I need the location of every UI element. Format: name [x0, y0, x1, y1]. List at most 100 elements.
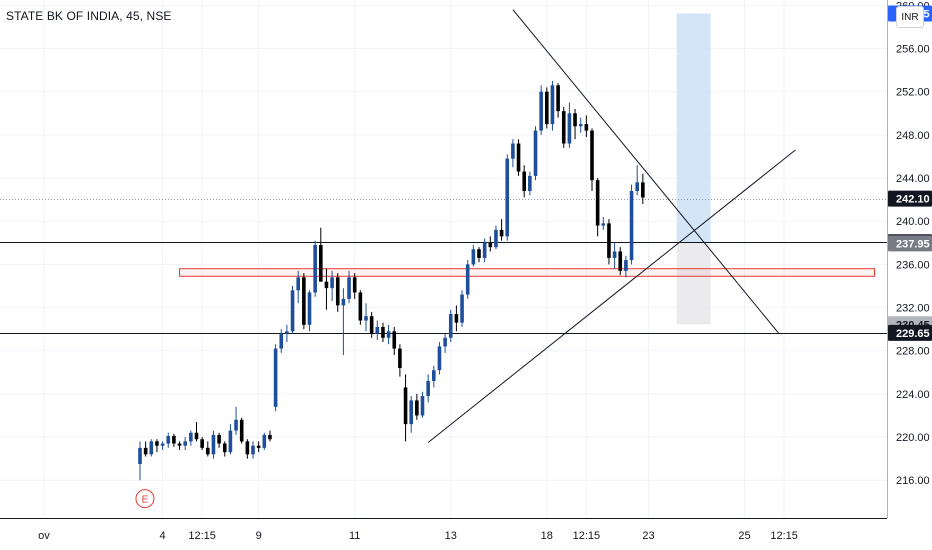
- candle-body: [189, 432, 193, 442]
- drawing-zones: [179, 13, 876, 325]
- candle-body: [595, 180, 600, 226]
- candle-body: [612, 251, 617, 258]
- candle-body: [618, 251, 623, 271]
- candle-body: [313, 244, 317, 293]
- candle-body: [375, 326, 380, 334]
- target-zone: [676, 13, 711, 244]
- candle-body: [155, 441, 159, 446]
- candle-body: [200, 439, 204, 448]
- candle-body: [330, 277, 334, 289]
- candle-body: [285, 331, 289, 334]
- candle-body: [296, 277, 300, 291]
- candle-body: [358, 292, 363, 321]
- stop-zone: [676, 243, 711, 325]
- price-tick-label: 216.00: [896, 475, 930, 487]
- candle-body: [256, 445, 261, 448]
- candle-body: [624, 260, 628, 271]
- currency-button[interactable]: INR: [896, 6, 924, 28]
- candle-body: [533, 130, 538, 176]
- candle-body: [364, 316, 368, 321]
- candle-body: [426, 380, 430, 397]
- time-tick-label: 11: [349, 530, 360, 542]
- candle-body: [499, 229, 504, 237]
- candle-body: [138, 447, 142, 465]
- candle-body: [302, 277, 306, 325]
- price-tag: [888, 324, 932, 341]
- time-tick-label: 9: [256, 530, 262, 542]
- candle-body: [443, 337, 447, 347]
- time-tick-label: 23: [642, 530, 654, 542]
- candle-body: [211, 434, 216, 455]
- candle-body: [319, 244, 323, 282]
- candle-body: [290, 290, 295, 332]
- trendline: [427, 149, 796, 443]
- time-tick-label: ov: [38, 530, 50, 542]
- candle-body: [528, 175, 532, 192]
- candle-body: [488, 242, 493, 248]
- resistance-zone: [179, 268, 876, 277]
- candle-body: [206, 447, 210, 455]
- price-tick-label: 256.00: [896, 44, 930, 56]
- candle-body: [607, 223, 611, 258]
- time-axis[interactable]: ov 4 12:15 9 11 13 18 12:15 23 25 12:15: [0, 518, 932, 550]
- candle-body: [352, 277, 357, 293]
- price-tag-label: 237.95: [896, 238, 930, 250]
- candle-body: [465, 264, 470, 295]
- candle-body: [494, 229, 498, 248]
- candle-body: [584, 124, 589, 131]
- candle-body: [545, 91, 549, 125]
- candle-body: [307, 292, 312, 325]
- grid-lines: [0, 0, 887, 518]
- candle-body: [381, 326, 385, 338]
- candle-body: [234, 419, 238, 431]
- candle-body: [432, 370, 436, 381]
- price-tick-label: 252.00: [896, 87, 930, 99]
- candle-body: [437, 346, 442, 371]
- time-tick-label: 12:15: [573, 530, 601, 542]
- time-tick-label: 18: [541, 530, 553, 542]
- candle-body: [561, 111, 566, 144]
- candle-body: [398, 348, 402, 368]
- time-tick-label: 13: [445, 530, 457, 542]
- price-tick-label: 236.00: [896, 259, 930, 271]
- time-axis-bg: [0, 518, 932, 550]
- candle-body: [177, 443, 182, 446]
- candle-body: [194, 432, 199, 440]
- price-tick-label: 224.00: [896, 389, 930, 401]
- candle-body: [460, 294, 464, 323]
- candle-body: [573, 113, 577, 127]
- candle-body: [279, 333, 284, 349]
- candle-body: [415, 400, 419, 416]
- price-tick-label: 228.00: [896, 346, 930, 358]
- candle-body: [166, 435, 171, 444]
- event-markers: E: [135, 489, 155, 509]
- time-tick-label: 4: [160, 530, 166, 542]
- candle-body: [556, 85, 560, 112]
- candle-body: [347, 277, 351, 299]
- candle-body: [172, 435, 176, 444]
- candle-body: [335, 277, 340, 306]
- trendlines: [427, 9, 796, 443]
- time-tick-label: 12:15: [188, 530, 216, 542]
- candle-body: [635, 182, 639, 192]
- candle-body: [601, 223, 606, 226]
- candle-body: [217, 434, 221, 444]
- candle-body: [251, 445, 255, 455]
- candle-body: [222, 443, 227, 453]
- candle-body: [505, 158, 510, 237]
- candle-body: [448, 314, 453, 338]
- price-tick-label: 240.00: [896, 216, 930, 228]
- candle-body: [477, 249, 481, 258]
- earnings-marker-label: E: [142, 495, 149, 506]
- price-axis[interactable]: 216.00 220.00 224.00 228.00 232.00 236.00 240.…: [887, 0, 932, 550]
- time-tick-label: 12:15: [770, 530, 798, 542]
- candle-body: [578, 124, 583, 127]
- price-tag-label: 229.65: [896, 328, 930, 340]
- candle-body: [160, 443, 165, 446]
- candle-body: [511, 143, 515, 159]
- candle-body: [324, 281, 329, 289]
- candle-body: [590, 130, 594, 181]
- candle-body: [522, 171, 526, 192]
- earnings-marker-icon: [135, 489, 155, 509]
